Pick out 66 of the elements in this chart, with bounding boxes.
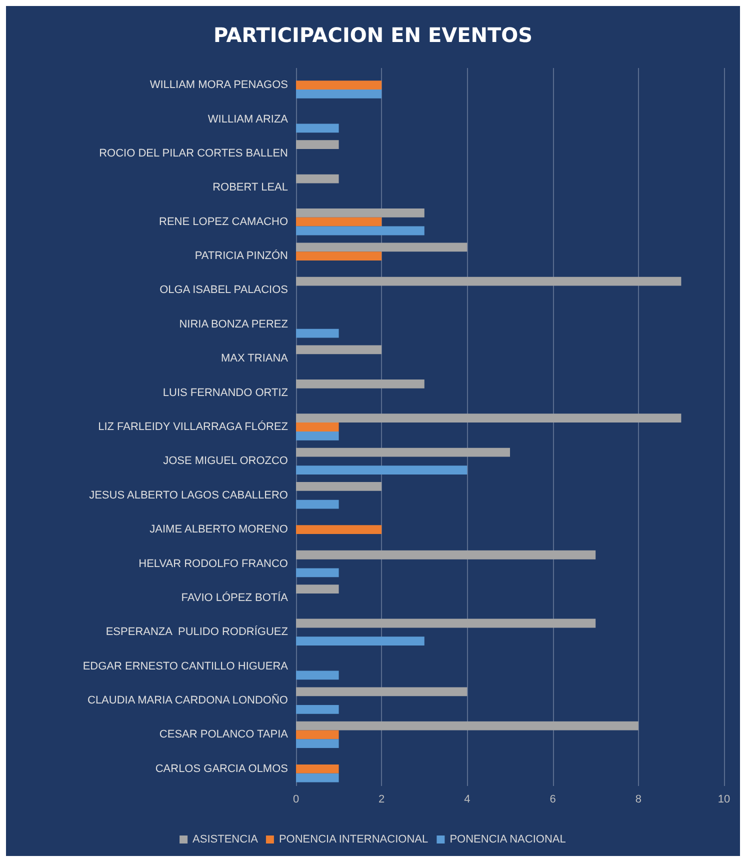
- bar: [296, 739, 339, 748]
- y-tick-label: JOSE MIGUEL OROZCO: [163, 455, 288, 468]
- bar: [296, 636, 424, 646]
- y-tick-label: EDGAR ERNESTO CANTILLO HIGUERA: [82, 660, 289, 672]
- bar: [296, 140, 339, 150]
- bar: [296, 208, 424, 218]
- y-tick-label: ROCIO DEL PILAR CORTES BALLEN: [99, 147, 288, 160]
- chart-title: PARTICIPACION EN EVENTOS: [213, 23, 533, 47]
- x-tick-label: 10: [718, 794, 730, 806]
- bar: [296, 242, 468, 252]
- bar: [296, 525, 382, 534]
- bar: [296, 328, 339, 338]
- x-tick-label: 4: [464, 794, 470, 806]
- y-tick-label: CARLOS GARCIA OLMOS: [155, 762, 288, 775]
- y-tick-label: HELVAR RODOLFO FRANCO: [138, 558, 288, 570]
- y-tick-label: MAX TRIANA: [220, 352, 289, 365]
- y-tick-label: JAIME ALBERTO MORENO: [150, 524, 288, 536]
- bar: [296, 721, 638, 730]
- bar: [296, 379, 424, 388]
- y-tick-label: FAVIO LÓPEZ BOTÍA: [181, 590, 289, 604]
- bar: [296, 687, 468, 696]
- bar: [296, 764, 339, 774]
- y-tick-label: WILLIAM ARIZA: [208, 113, 289, 126]
- bar: [296, 584, 339, 594]
- bar: [296, 345, 382, 354]
- bar: [296, 670, 339, 680]
- bar: [296, 174, 339, 184]
- y-tick-label: ROBERT LEAL: [212, 182, 288, 194]
- bar: [296, 431, 339, 440]
- bar: [296, 568, 339, 578]
- y-tick-label: NIRIA BONZA PEREZ: [179, 318, 288, 330]
- bar: [296, 217, 382, 226]
- bar: [296, 80, 382, 90]
- bar: [296, 252, 382, 260]
- bar: [296, 90, 382, 98]
- y-tick-label: WILLIAM MORA PENAGOS: [150, 79, 288, 92]
- x-tick-label: 2: [378, 794, 385, 806]
- legend-label: PONENCIA NACIONAL: [450, 834, 566, 846]
- bar: [296, 704, 339, 714]
- legend-label: ASISTENCIA: [192, 834, 259, 846]
- x-tick-label: 8: [635, 794, 642, 806]
- legend-label: PONENCIA INTERNACIONAL: [278, 834, 428, 846]
- y-tick-label: CLAUDIA MARIA CARDONA LONDOÑO: [88, 694, 288, 707]
- bar: [296, 448, 510, 457]
- bar: [296, 500, 339, 509]
- bar: [296, 226, 424, 236]
- y-tick-label: PATRICIA PINZÓN: [194, 249, 288, 262]
- y-tick-label: LUIS FERNANDO ORTIZ: [162, 386, 288, 399]
- bar: [296, 276, 682, 286]
- bar: [296, 550, 596, 560]
- y-tick-label: OLGA ISABEL PALACIOS: [160, 284, 288, 296]
- bar: [296, 124, 339, 133]
- y-tick-label: LIZ FARLEIDY VILLARRAGA FLÓREZ: [98, 420, 288, 433]
- bar: [296, 466, 468, 475]
- bar: [296, 414, 682, 423]
- bar: [296, 773, 339, 782]
- y-tick-label: ESPERANZA PULIDO RODRÍGUEZ: [106, 625, 288, 638]
- bar: [296, 730, 339, 740]
- y-tick-label: RENE LOPEZ CAMACHO: [159, 216, 288, 228]
- x-tick-label: 6: [550, 794, 556, 806]
- bar: [296, 422, 339, 432]
- x-tick-label: 0: [292, 794, 300, 806]
- bar: [296, 482, 382, 491]
- bar: [296, 618, 596, 628]
- y-tick-label: CESAR POLANCO TAPIA: [159, 728, 289, 741]
- y-tick-label: JESUS ALBERTO LAGOS CABALLERO: [89, 489, 288, 502]
